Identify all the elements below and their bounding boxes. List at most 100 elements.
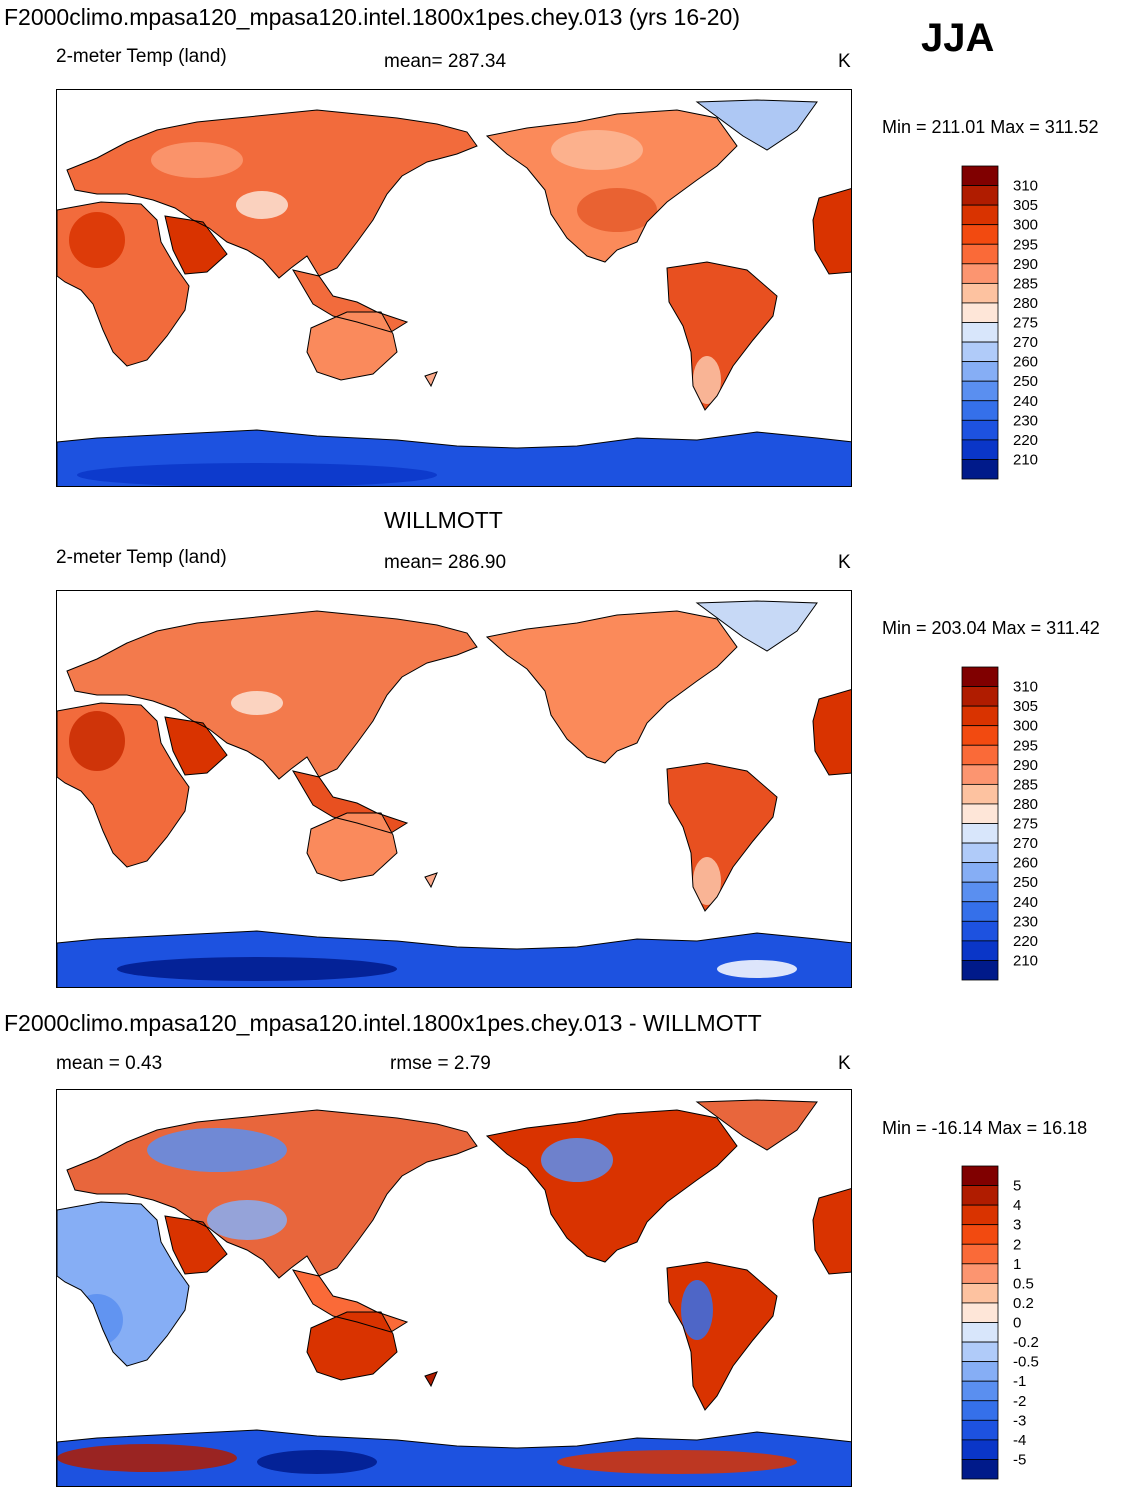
panel-diff-colorbar: 5 4 3 2 1 0.5 0.2 0 -0.2 -0.5 -1 -2 -3 -4 -5 [961, 1165, 1039, 1480]
colorbar-swatch [961, 803, 999, 824]
colorbar-swatch [961, 823, 999, 844]
panel-diff-rmse-label: rmse = 2.79 [390, 1053, 491, 1074]
colorbar-swatch [961, 165, 999, 186]
colorbar-swatch [961, 842, 999, 864]
colorbar-tick-label: 230 [1013, 412, 1038, 429]
colorbar-tick-label: 310 [1013, 178, 1038, 195]
panel-model-title: F2000climo.mpasa120_mpasa120.intel.1800x… [4, 4, 741, 30]
colorbar-tick-label: 210 [1013, 952, 1038, 969]
colorbar-tick-label: 250 [1013, 373, 1038, 390]
colorbar-swatch [961, 705, 999, 727]
colorbar-swatch [961, 341, 999, 363]
colorbar-tick-label: -2 [1013, 1393, 1026, 1410]
colorbar-swatch [961, 862, 999, 883]
coastline-greenland [695, 99, 818, 151]
field-patch [77, 463, 437, 486]
colorbar-swatch [961, 224, 999, 245]
colorbar-swatch [961, 185, 999, 206]
colorbar-tick-label: -5 [1013, 1451, 1026, 1468]
coastline-nz [424, 872, 438, 889]
colorbar-tick-label: 310 [1013, 679, 1038, 696]
coastline-africa [57, 1201, 190, 1367]
colorbar-tick-label: 285 [1013, 275, 1038, 292]
coastline-africa [57, 702, 190, 868]
colorbar-tick-label: 260 [1013, 354, 1038, 371]
coastline-samerica [666, 261, 778, 411]
colorbar-tick-label: 280 [1013, 295, 1038, 312]
colorbar-tick-label: 0.2 [1013, 1295, 1034, 1312]
coastline-antarctica [57, 1429, 851, 1486]
panel-obs-minmax: Min = 203.04 Max = 311.42 [882, 618, 1100, 638]
panel-obs-variable-label: 2-meter Temp (land) [56, 547, 227, 568]
coastline-eurasia [66, 1109, 478, 1279]
colorbar-tick-label: 1 [1013, 1256, 1021, 1273]
colorbar-swatch [961, 666, 999, 687]
coastline-seasia [291, 269, 409, 333]
colorbar-swatch [961, 282, 999, 304]
coastline-samerica [666, 762, 778, 912]
field-patch [207, 1200, 287, 1240]
colorbar-tick-label: 240 [1013, 393, 1038, 410]
colorbar-tick-label: 2 [1013, 1236, 1021, 1253]
colorbar-tick-label: 295 [1013, 737, 1038, 754]
field-patch [541, 1138, 613, 1182]
coastline-seasia [291, 1269, 409, 1333]
colorbar-swatch [961, 1282, 999, 1304]
colorbar-swatch [961, 744, 999, 766]
field-patch [551, 130, 643, 170]
colorbar-swatch [961, 1361, 999, 1382]
coastline-nz [424, 1371, 438, 1388]
coastline-namerica [485, 109, 738, 263]
colorbar-tick-label: 0 [1013, 1315, 1021, 1332]
field-patch [257, 1450, 377, 1474]
colorbar-swatch [961, 783, 999, 805]
colorbar-swatch [961, 380, 999, 402]
colorbar-tick-label: 5 [1013, 1178, 1021, 1195]
panel-model-units: K [838, 51, 851, 72]
colorbar-tick-label: 295 [1013, 236, 1038, 253]
land-wafrica [813, 689, 851, 775]
coastline-arabia [164, 716, 228, 776]
panel-diff-mean-label: mean = 0.43 [56, 1053, 163, 1074]
land-greenland [697, 1100, 817, 1150]
colorbar-tick-label: 290 [1013, 256, 1038, 273]
field-patch [693, 356, 721, 404]
colorbar-tick-label: 270 [1013, 334, 1038, 351]
coastline-wafrica [812, 1188, 851, 1275]
panel-model-mean-label: mean= 287.34 [384, 51, 507, 72]
coastline-antarctica [57, 429, 851, 486]
colorbar-swatch [961, 940, 999, 961]
colorbar-tick-label: -1 [1013, 1373, 1026, 1390]
panel-diff-title: F2000climo.mpasa120_mpasa120.intel.1800x… [4, 1010, 762, 1036]
land-arabia [165, 717, 227, 775]
panel-diff-map [56, 1089, 852, 1487]
colorbar-tick-label: 305 [1013, 197, 1038, 214]
colorbar-swatch [961, 1419, 999, 1441]
colorbar-swatch [961, 243, 999, 265]
colorbar-swatch [961, 419, 999, 441]
colorbar-swatch [961, 920, 999, 942]
colorbar-swatch [961, 1185, 999, 1206]
coastline-greenland [695, 600, 818, 652]
coastline-seasia [291, 770, 409, 834]
land-wafrica [813, 1188, 851, 1274]
field-patch [717, 960, 797, 978]
land-samerica [667, 262, 777, 410]
colorbar-swatch [961, 439, 999, 460]
colorbar-swatch [961, 1243, 999, 1265]
colorbar-swatch [961, 901, 999, 922]
coastline-australia [306, 1311, 398, 1381]
coastline-antarctica [57, 930, 851, 987]
field-patch [147, 1128, 287, 1172]
colorbar-swatch [961, 764, 999, 785]
colorbar-swatch [961, 1322, 999, 1343]
colorbar-swatch [961, 725, 999, 746]
colorbar-tick-label: 250 [1013, 874, 1038, 891]
colorbar-tick-label: 285 [1013, 776, 1038, 793]
land-namerica [487, 611, 737, 763]
panel-obs-title: WILLMOTT [384, 507, 503, 533]
coastline-eurasia [66, 109, 478, 279]
panel-model-colorbar: 310 305 300 295 290 285 280 275 270 260 250 240 230 2… [961, 165, 1038, 480]
field-patch [71, 1294, 123, 1346]
panel-diff-minmax: Min = -16.14 Max = 16.18 [882, 1118, 1088, 1138]
